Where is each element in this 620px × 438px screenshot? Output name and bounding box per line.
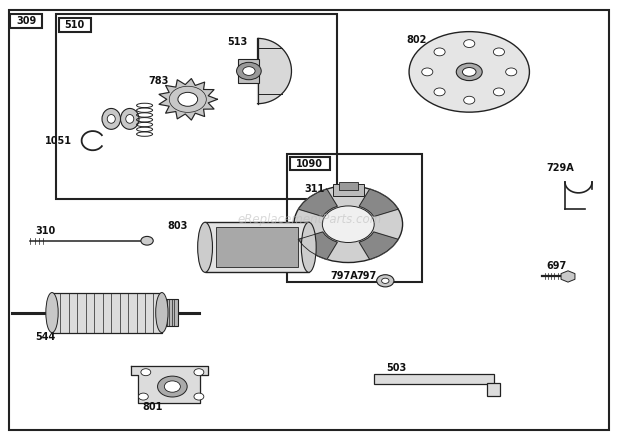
Ellipse shape <box>107 115 115 123</box>
Polygon shape <box>131 366 208 403</box>
Circle shape <box>464 96 475 104</box>
Text: 797A: 797A <box>330 271 358 281</box>
Ellipse shape <box>301 222 316 272</box>
Ellipse shape <box>102 109 120 129</box>
Text: 513: 513 <box>227 37 247 47</box>
Ellipse shape <box>126 115 134 123</box>
FancyBboxPatch shape <box>59 18 91 32</box>
Circle shape <box>434 48 445 56</box>
FancyBboxPatch shape <box>333 184 364 196</box>
Polygon shape <box>159 78 218 120</box>
FancyBboxPatch shape <box>10 14 42 28</box>
Circle shape <box>138 393 148 400</box>
Polygon shape <box>298 189 337 216</box>
Circle shape <box>164 381 180 392</box>
Ellipse shape <box>463 67 476 76</box>
Ellipse shape <box>156 293 168 332</box>
Ellipse shape <box>120 109 139 129</box>
Circle shape <box>242 67 255 75</box>
Circle shape <box>141 369 151 376</box>
Text: 544: 544 <box>36 332 56 343</box>
Polygon shape <box>298 232 337 259</box>
Circle shape <box>381 278 389 283</box>
Circle shape <box>494 88 505 96</box>
Circle shape <box>194 393 204 400</box>
Circle shape <box>157 376 187 397</box>
Text: 510: 510 <box>64 20 85 30</box>
FancyBboxPatch shape <box>205 222 309 272</box>
Polygon shape <box>257 39 291 104</box>
Ellipse shape <box>409 32 529 112</box>
Text: 503: 503 <box>386 363 407 373</box>
FancyBboxPatch shape <box>162 299 178 326</box>
Circle shape <box>506 68 516 76</box>
Ellipse shape <box>198 222 213 272</box>
FancyBboxPatch shape <box>487 383 500 396</box>
Circle shape <box>194 369 204 376</box>
Text: 309: 309 <box>16 16 36 26</box>
Circle shape <box>141 237 153 245</box>
FancyBboxPatch shape <box>216 227 298 267</box>
Circle shape <box>434 88 445 96</box>
FancyBboxPatch shape <box>290 157 330 170</box>
Text: 797: 797 <box>356 272 377 282</box>
Text: eReplacementParts.com: eReplacementParts.com <box>238 212 382 226</box>
Ellipse shape <box>46 293 58 332</box>
Text: 1090: 1090 <box>296 159 323 169</box>
Text: 802: 802 <box>406 35 427 45</box>
Text: 311: 311 <box>305 184 325 194</box>
Circle shape <box>178 92 198 106</box>
Text: 1051: 1051 <box>45 136 72 146</box>
Circle shape <box>422 68 433 76</box>
Text: 801: 801 <box>143 402 163 412</box>
FancyBboxPatch shape <box>374 374 494 384</box>
Text: 310: 310 <box>36 226 56 236</box>
Text: 729A: 729A <box>546 162 574 173</box>
Text: 783: 783 <box>149 76 169 85</box>
Circle shape <box>294 186 402 262</box>
Polygon shape <box>359 189 398 216</box>
Polygon shape <box>359 232 398 259</box>
Circle shape <box>494 48 505 56</box>
Text: 697: 697 <box>547 261 567 271</box>
Ellipse shape <box>456 63 482 81</box>
Circle shape <box>237 62 261 80</box>
FancyBboxPatch shape <box>238 59 259 83</box>
Text: 803: 803 <box>167 221 187 231</box>
Circle shape <box>322 206 374 243</box>
FancyBboxPatch shape <box>52 293 162 332</box>
Circle shape <box>464 40 475 47</box>
FancyBboxPatch shape <box>339 182 358 190</box>
Circle shape <box>377 275 394 287</box>
